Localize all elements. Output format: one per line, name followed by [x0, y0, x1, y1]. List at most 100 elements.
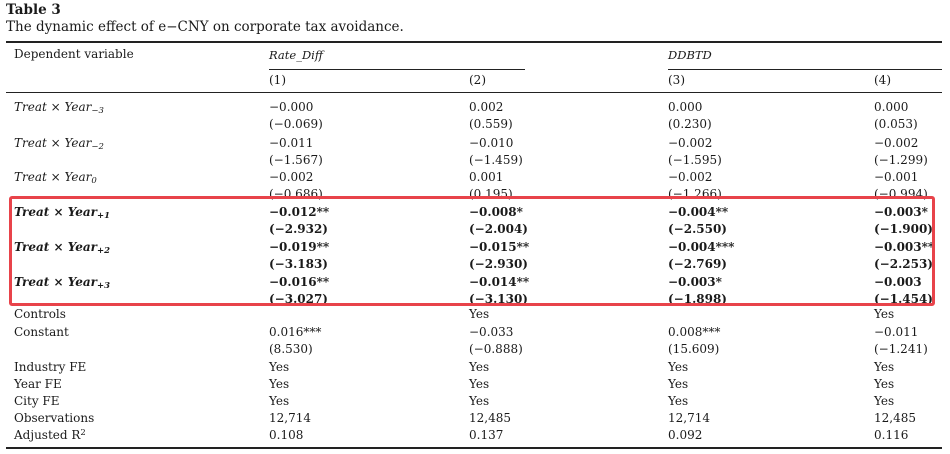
fe-cell: Yes	[269, 394, 290, 408]
tstat-cell: (−2.930)	[469, 257, 528, 271]
fe-cell: Yes	[668, 377, 689, 391]
group-rule-rate-diff	[269, 69, 525, 70]
coef-cell: −0.002	[269, 170, 314, 184]
table-label: Table 3	[6, 2, 61, 18]
tstat-cell: (−1.898)	[668, 292, 727, 306]
tstat-cell: (−1.900)	[874, 222, 933, 236]
coef-cell: −0.002	[874, 136, 919, 150]
row-label-fe-text: Year FE	[14, 377, 62, 391]
coef-cell: −0.003	[874, 275, 922, 289]
coef-cell: −0.004***	[668, 240, 735, 254]
fe-cell: Yes	[269, 377, 290, 391]
row-label-controls-text: Controls	[14, 307, 66, 321]
row-label-treat_year_m3: Treat × Year−3	[14, 100, 104, 115]
row-label-treat_year_p1: Treat × Year+1	[14, 205, 110, 220]
coef-cell: 0.000	[668, 100, 703, 114]
fe-cell: Yes	[874, 394, 895, 408]
row-label-treat_year_0-text: Treat × Year	[14, 170, 92, 184]
row-label-treat_year_p3: Treat × Year+3	[14, 275, 110, 290]
row-label-fe: Industry FE	[14, 360, 86, 375]
adj-r2-cell: 0.116	[874, 428, 909, 442]
constant-coef-cell: 0.008***	[668, 325, 721, 339]
coef-cell: −0.019**	[269, 240, 330, 254]
group-header-rate-diff: Rate_Diff	[269, 48, 324, 62]
tstat-cell: (−2.769)	[668, 257, 727, 271]
row-label-treat_year_0-subscript: 0	[91, 176, 97, 186]
bottom-rule	[6, 447, 942, 449]
row-label-fe-text: Industry FE	[14, 360, 87, 374]
coef-cell: 0.002	[469, 100, 504, 114]
fe-cell: Yes	[668, 394, 689, 408]
tstat-cell: (−3.130)	[469, 292, 528, 306]
stub-header: Dependent variable	[14, 47, 134, 61]
row-label-treat_year_p3-subscript: +3	[97, 281, 111, 291]
tstat-cell: (−2.550)	[668, 222, 727, 236]
row-label-observations-text: Observations	[14, 411, 95, 425]
tstat-cell: (0.230)	[668, 117, 712, 131]
adj-r2-cell: 0.137	[469, 428, 504, 442]
column-header: (3)	[668, 73, 685, 87]
coef-cell: 0.001	[469, 170, 504, 184]
row-label-treat_year_m2: Treat × Year−2	[14, 136, 104, 151]
fe-cell: Yes	[874, 377, 895, 391]
tstat-cell: (0.559)	[469, 117, 513, 131]
adj-r2-cell: 0.092	[668, 428, 703, 442]
constant-coef-cell: −0.011	[874, 325, 919, 339]
highlight-box	[9, 196, 935, 306]
fe-cell: Yes	[668, 360, 689, 374]
group-header-ddbtd: DDBTD	[668, 48, 712, 62]
constant-tstat-cell: (8.530)	[269, 342, 313, 356]
coef-cell: −0.002	[668, 136, 713, 150]
fe-cell: Yes	[269, 360, 290, 374]
adj-r2-cell: 0.108	[269, 428, 304, 442]
fe-cell: Yes	[469, 377, 490, 391]
table-caption: The dynamic effect of e−CNY on corporate…	[6, 19, 404, 35]
row-label-treat_year_p2-text: Treat × Year	[14, 240, 97, 254]
constant-coef-cell: −0.033	[469, 325, 514, 339]
row-label-adj-r2: Adjusted R2	[14, 428, 86, 443]
row-label-constant: Constant	[14, 325, 69, 340]
row-label-treat_year_p1-text: Treat × Year	[14, 205, 97, 219]
tstat-cell: (−1.567)	[269, 153, 323, 167]
row-label-treat_year_m2-text: Treat × Year	[14, 136, 92, 150]
coef-cell: −0.014**	[469, 275, 530, 289]
coef-cell: −0.000	[269, 100, 314, 114]
tstat-cell: (−2.932)	[269, 222, 328, 236]
row-label-treat_year_m2-subscript: −2	[91, 142, 104, 152]
tstat-cell: (−2.004)	[469, 222, 528, 236]
row-label-treat_year_p3-text: Treat × Year	[14, 275, 97, 289]
coef-cell: −0.016**	[269, 275, 330, 289]
coef-cell: −0.015**	[469, 240, 530, 254]
row-label-observations: Observations	[14, 411, 94, 426]
tstat-cell: (−3.027)	[269, 292, 328, 306]
coef-cell: 0.000	[874, 100, 909, 114]
constant-tstat-cell: (−0.888)	[469, 342, 523, 356]
tstat-cell: (−1.595)	[668, 153, 722, 167]
fe-cell: Yes	[874, 360, 895, 374]
tstat-cell: (0.053)	[874, 117, 918, 131]
fe-cell: Yes	[469, 360, 490, 374]
coef-cell: −0.008*	[469, 205, 523, 219]
tstat-cell: (−1.454)	[874, 292, 933, 306]
tstat-cell: (−3.183)	[269, 257, 328, 271]
row-label-fe: Year FE	[14, 377, 62, 392]
row-label-controls: Controls	[14, 307, 66, 322]
row-label-fe: City FE	[14, 394, 60, 409]
constant-coef-cell: 0.016***	[269, 325, 322, 339]
observations-cell: 12,485	[469, 411, 511, 425]
tstat-cell: (−0.069)	[269, 117, 323, 131]
tstat-cell: (−2.253)	[874, 257, 933, 271]
header-rule	[6, 92, 942, 93]
row-label-constant-text: Constant	[14, 325, 69, 339]
coef-cell: −0.012**	[269, 205, 330, 219]
row-label-adj-r2-text: Adjusted R	[14, 428, 81, 442]
row-label-treat_year_p2-subscript: +2	[97, 246, 111, 256]
row-label-treat_year_p2: Treat × Year+2	[14, 240, 110, 255]
tstat-cell: (−1.299)	[874, 153, 928, 167]
observations-cell: 12,714	[269, 411, 311, 425]
row-label-treat_year_0: Treat × Year0	[14, 170, 97, 185]
row-label-treat_year_p1-subscript: +1	[97, 211, 111, 221]
coef-cell: −0.003*	[668, 275, 722, 289]
coef-cell: −0.001	[874, 170, 919, 184]
observations-cell: 12,714	[668, 411, 710, 425]
